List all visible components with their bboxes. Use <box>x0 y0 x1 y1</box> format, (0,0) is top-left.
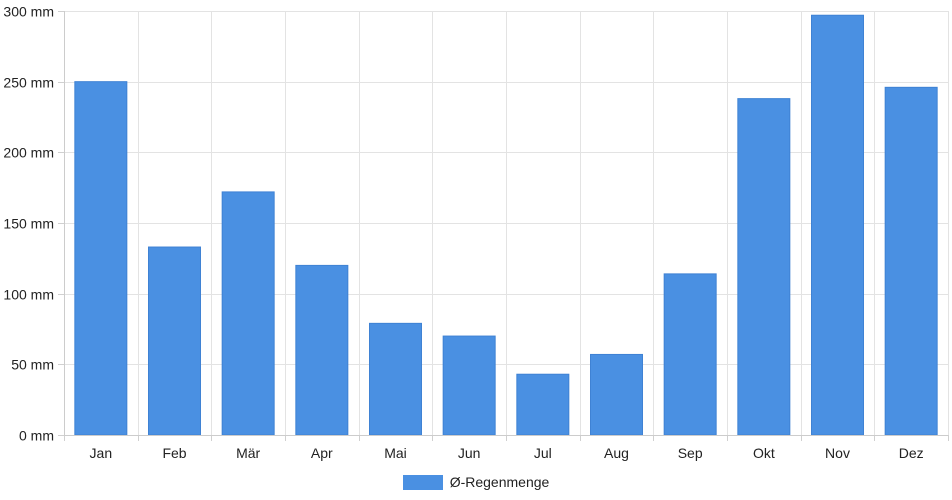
x-tick-label: Sep <box>678 445 703 461</box>
bar-feb[interactable] <box>148 246 201 436</box>
legend: Ø-Regenmenge <box>0 470 952 494</box>
y-tick-label: 0 mm <box>19 428 54 444</box>
y-tick-label: 100 mm <box>3 287 54 303</box>
bar-apr[interactable] <box>295 264 349 436</box>
x-tick-label: Okt <box>753 445 775 461</box>
bar-dez[interactable] <box>884 86 938 436</box>
bar-nov[interactable] <box>811 14 864 436</box>
y-tick-label: 50 mm <box>11 357 54 373</box>
axes <box>58 11 949 441</box>
bar-sep[interactable] <box>663 273 717 436</box>
x-tick-label: Jan <box>90 445 113 461</box>
x-tick-label: Jun <box>458 445 481 461</box>
bar-mai[interactable] <box>369 322 422 436</box>
bar-jul[interactable] <box>516 373 570 436</box>
grid-lines <box>64 11 949 436</box>
y-tick-labels: 0 mm 50 mm 100 mm 150 mm 200 mm 250 mm 300 mm <box>3 4 54 444</box>
bar-jan[interactable] <box>74 81 128 436</box>
x-tick-label: Dez <box>899 445 924 461</box>
y-tick-label: 150 mm <box>3 216 54 232</box>
x-tick-label: Mär <box>236 445 260 461</box>
bar-aug[interactable] <box>590 353 643 436</box>
legend-swatch <box>402 474 443 490</box>
bar-okt[interactable] <box>737 98 791 436</box>
y-tick-label: 300 mm <box>3 4 54 20</box>
legend-item[interactable]: Ø-Regenmenge <box>402 474 550 490</box>
legend-label: Ø-Regenmenge <box>449 474 550 490</box>
x-tick-label: Feb <box>162 445 186 461</box>
bar-mär[interactable] <box>221 191 275 436</box>
x-tick-label: Apr <box>311 445 333 461</box>
y-tick-label: 250 mm <box>3 75 54 91</box>
x-tick-labels: Jan Feb Mär Apr Mai Jun Jul Aug Sep Okt Nov Dez <box>90 445 924 461</box>
x-tick-label: Mai <box>384 445 407 461</box>
x-tick-label: Jul <box>534 445 552 461</box>
x-tick-label: Nov <box>825 445 850 461</box>
y-tick-label: 200 mm <box>3 145 54 161</box>
x-tick-label: Aug <box>604 445 629 461</box>
bar-jun[interactable] <box>442 335 496 436</box>
bars <box>74 14 938 436</box>
